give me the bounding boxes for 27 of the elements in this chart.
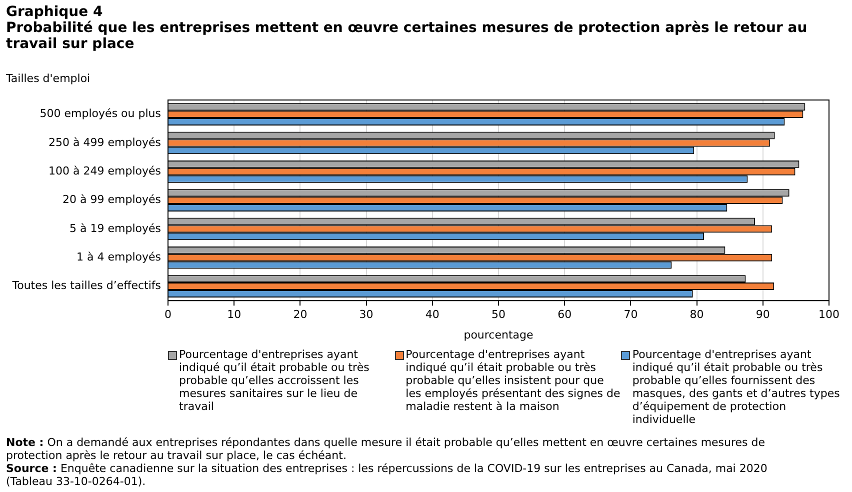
x-tick-label: 40 xyxy=(425,308,440,322)
y-axis-title: Tailles d'emploi xyxy=(6,72,90,85)
y-tick-label: 500 employés ou plus xyxy=(40,107,162,120)
x-tick-label: 80 xyxy=(690,308,704,322)
x-tick-label: 10 xyxy=(227,308,242,322)
y-tick-label: 5 à 19 employés xyxy=(70,222,162,235)
y-tick-label: 20 à 99 employés xyxy=(62,193,162,206)
y-tick-label: 250 à 499 employés xyxy=(48,136,162,149)
source-note: Source : Enquête canadienne sur la situation des entreprises : les répercussions de la COVID-19 sur les entreprises au Canada, mai 2020 (Tableau 33-10-0264-01). xyxy=(6,462,768,488)
y-tick-label: 100 à 249 employés xyxy=(48,164,162,178)
legend-label: Pourcentage d'entreprises ayant indiqué qu’il était probable ou très probable qu’elles fournissent des masques, des gants et d’autres types d’équipement de protection individuelle xyxy=(632,348,841,426)
x-axis-title: pourcentage xyxy=(464,328,534,342)
x-tick-label: 50 xyxy=(492,308,506,322)
x-tick-label: 70 xyxy=(624,308,638,322)
x-tick-label: 20 xyxy=(293,308,308,322)
y-tick-label: 1 à 4 employés xyxy=(76,250,162,264)
x-tick-label: 60 xyxy=(558,308,572,322)
y-tick-label: Toutes les tailles d’effectifs xyxy=(11,279,162,292)
chart-subtitle: Probabilité que les entreprises mettent en œuvre certaines mesures de protection après le retour au travail sur place xyxy=(6,20,808,52)
legend-label: Pourcentage d'entreprises ayant indiqué qu’il était probable ou très probable qu’elles insistent pour que les employés présentant des signes de maladie restent à la maison xyxy=(406,348,622,415)
x-tick-label: 90 xyxy=(756,308,770,322)
legend-label: Pourcentage d'entreprises ayant indiqué qu’il était probable ou très probable qu’elles accroissent les mesures sanitaires sur le lieu de travail xyxy=(179,348,370,415)
text: Graphique 4 xyxy=(6,4,104,20)
text: Note : On a demandé aux entreprises répondantes dans quelle mesure il était probable qu’elles mettent en œuvre certaines mesures de protection après le retour au travail sur place, le cas échéant. xyxy=(6,436,766,462)
x-tick-label: 100 xyxy=(818,308,840,322)
x-tick-label: 0 xyxy=(164,308,172,322)
x-tick-label: 30 xyxy=(359,308,374,322)
